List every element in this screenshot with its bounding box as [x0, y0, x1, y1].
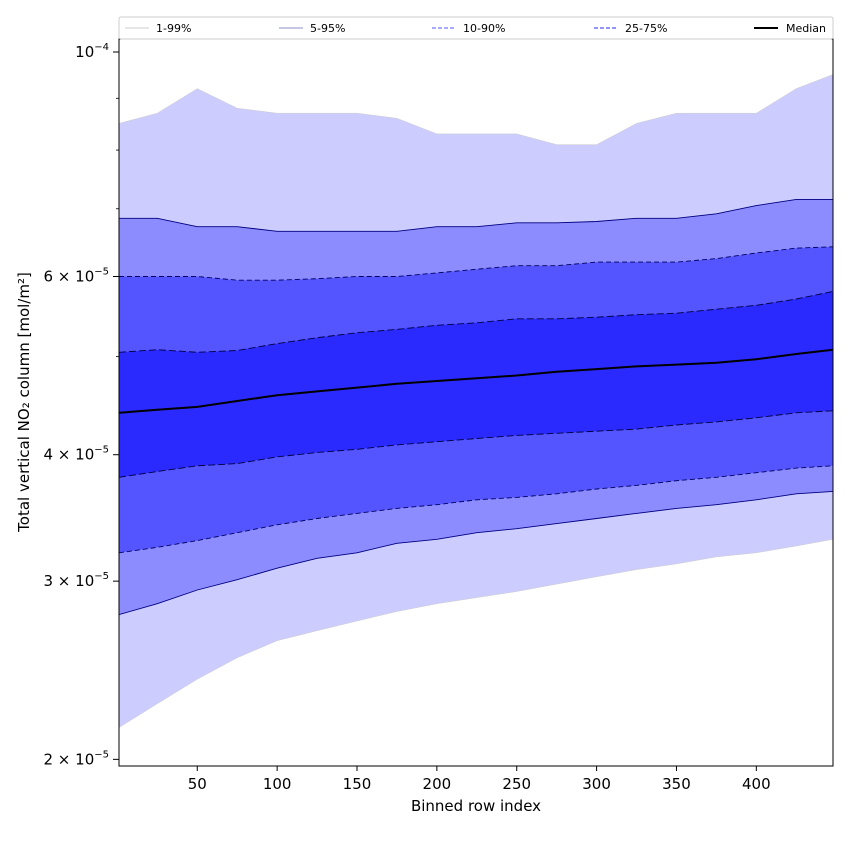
legend-label: 5-95%: [310, 22, 345, 35]
band-edge-upper-1-99%: [119, 74, 833, 145]
y-tick-label: 4 × 10−5: [44, 445, 110, 464]
band-edge-lower-5-95%: [119, 490, 833, 616]
x-tick-label: 250: [502, 775, 531, 793]
band-edge-upper-5-95%: [119, 198, 833, 232]
x-tick-label: 300: [582, 775, 611, 793]
x-axis: 50 100 150 200 250 300 350 400: [188, 766, 771, 793]
x-axis-label: Binned row index: [411, 797, 541, 815]
x-tick-label: 50: [188, 775, 207, 793]
band-edge-lower-25-75%: [119, 410, 833, 478]
y-tick-label: 3 × 10−5: [44, 571, 110, 590]
x-tick-label: 200: [423, 775, 452, 793]
legend-label: 10-90%: [463, 22, 505, 35]
x-tick-label: 400: [742, 775, 771, 793]
x-tick-label: 150: [343, 775, 372, 793]
band-edge-lower-10-90%: [119, 465, 833, 554]
legend-box: [118, 16, 834, 40]
y-axis-label: Total vertical NO₂ column [mol/m²]: [15, 272, 33, 533]
legend: 1-99% 5-95% 10-90% 25-75% Median: [118, 16, 834, 40]
series-line-median: [119, 348, 833, 414]
y-tick-label: 10−4: [75, 42, 109, 61]
y-tick-label: 6 × 10−5: [44, 267, 110, 286]
y-axis: 2 × 10−5 3 × 10−5 4 × 10−5 6 × 10−5 10−4: [44, 42, 119, 768]
series-layer: [119, 74, 833, 728]
x-tick-label: 350: [662, 775, 691, 793]
band-25-75%: [119, 291, 833, 478]
legend-label: 25-75%: [625, 22, 667, 35]
band-edge-lower-1-99%: [119, 539, 833, 728]
legend-label: Median: [786, 22, 826, 35]
x-tick-label: 100: [263, 775, 292, 793]
y-tick-label: 2 × 10−5: [44, 749, 110, 768]
legend-label: 1-99%: [156, 22, 191, 35]
